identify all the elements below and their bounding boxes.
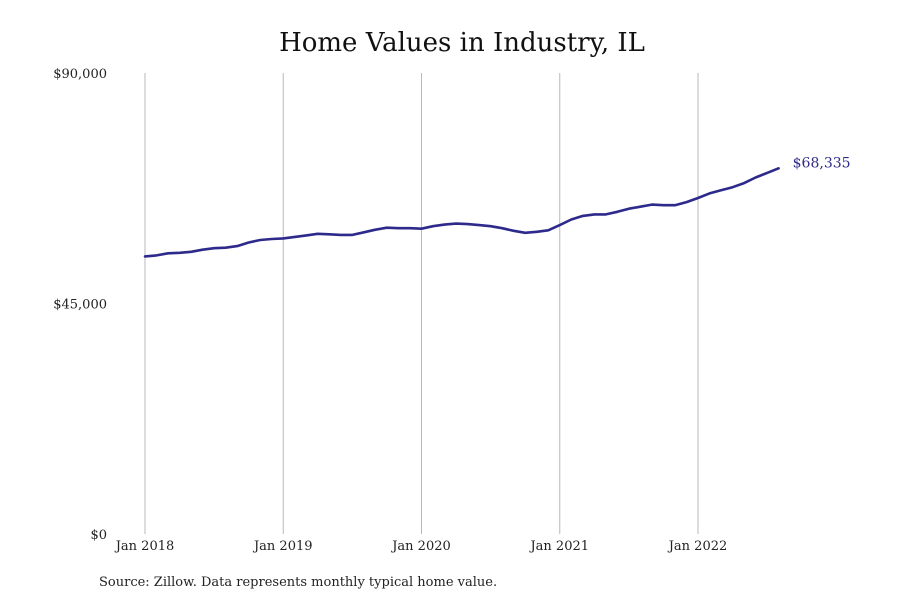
x-tick-label: Jan 2018 (114, 539, 175, 554)
x-tick-label: Jan 2021 (528, 539, 589, 554)
x-tick-label: Jan 2022 (667, 539, 728, 554)
series-line (143, 167, 780, 258)
grid-lines (144, 73, 699, 534)
end-value-label: $68,335 (793, 155, 851, 171)
x-axis: Jan 2018 Jan 2019 Jan 2020 Jan 2021 Jan 2022 (114, 539, 728, 554)
x-tick-label: Jan 2019 (252, 539, 313, 554)
chart-title: Home Values in Industry, IL (279, 28, 645, 58)
x-tick-label: Jan 2020 (390, 539, 451, 554)
y-tick-label: $0 (90, 528, 107, 543)
series-group: $68,335 (143, 155, 851, 258)
y-tick-label: $90,000 (53, 67, 107, 82)
y-tick-label: $45,000 (53, 298, 107, 313)
source-note: Source: Zillow. Data represents monthly … (99, 575, 497, 590)
y-axis: $0 $45,000 $90,000 (53, 67, 107, 543)
